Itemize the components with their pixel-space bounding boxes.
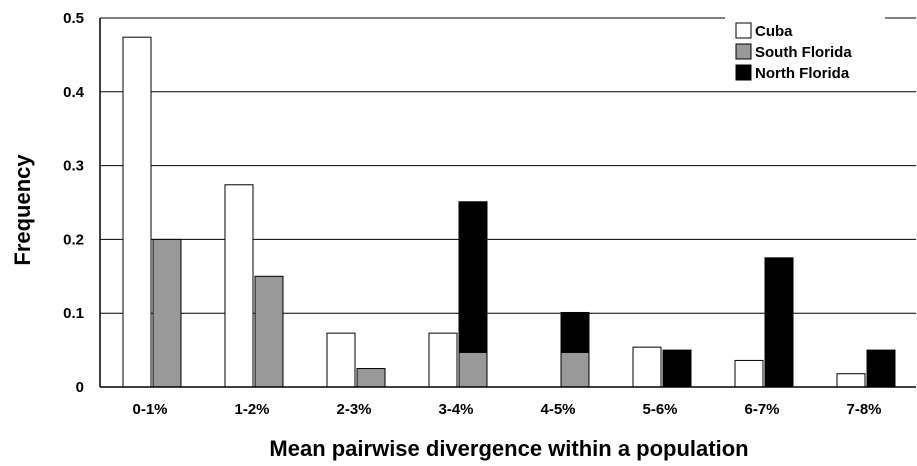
bar-cuba <box>224 184 254 388</box>
y-tick-labels: 0 0.1 0.2 0.3 0.4 0.5 <box>63 10 85 396</box>
bar-north-florida <box>662 349 692 388</box>
y-tick-label: 0 <box>76 379 84 396</box>
legend-label: South Florida <box>755 44 852 61</box>
x-tick-label: 3-4% <box>438 401 473 418</box>
x-tick-label: 6-7% <box>744 401 779 418</box>
bar-cuba <box>326 332 356 388</box>
bar-cuba <box>428 332 458 388</box>
y-axis-label: Frequency <box>10 154 35 266</box>
bar-cuba <box>632 346 662 388</box>
x-tick-label: 0-1% <box>132 401 167 418</box>
bar-south-florida <box>458 351 488 388</box>
bar-north-florida <box>866 349 896 388</box>
legend: Cuba South Florida North Florida <box>725 16 885 84</box>
bar-cuba <box>836 373 866 388</box>
bar-north-florida <box>560 311 590 353</box>
x-tick-label: 1-2% <box>234 401 269 418</box>
legend-swatch <box>735 64 752 81</box>
y-tick-label: 0.1 <box>63 305 84 322</box>
legend-background <box>725 16 885 84</box>
legend-label: Cuba <box>755 23 793 40</box>
x-tick-label: 5-6% <box>642 401 677 418</box>
bar-north-florida <box>764 257 794 388</box>
bar-north-florida <box>458 201 488 353</box>
y-tick-label: 0.5 <box>63 10 84 27</box>
y-tick-label: 0.3 <box>63 158 84 175</box>
legend-swatch <box>735 43 752 60</box>
axes <box>99 18 916 388</box>
bar-south-florida <box>560 351 590 388</box>
bar-south-florida <box>152 238 182 388</box>
y-tick-label: 0.2 <box>63 231 84 248</box>
x-tick-label: 4-5% <box>540 401 575 418</box>
bar-cuba <box>734 359 764 388</box>
legend-label: North Florida <box>755 65 850 82</box>
bar-cuba <box>122 36 152 388</box>
legend-swatch <box>735 22 752 39</box>
y-tick-label: 0.4 <box>63 84 85 101</box>
bars <box>122 36 896 388</box>
x-axis-label: Mean pairwise divergence within a popula… <box>269 436 748 461</box>
x-tick-label: 2-3% <box>336 401 371 418</box>
bar-south-florida <box>254 275 284 388</box>
x-tick-labels: 0-1% 1-2% 2-3% 3-4% 4-5% 5-6% 6-7% 7-8% <box>132 401 881 418</box>
x-tick-label: 7-8% <box>846 401 881 418</box>
bar-south-florida <box>356 368 386 388</box>
